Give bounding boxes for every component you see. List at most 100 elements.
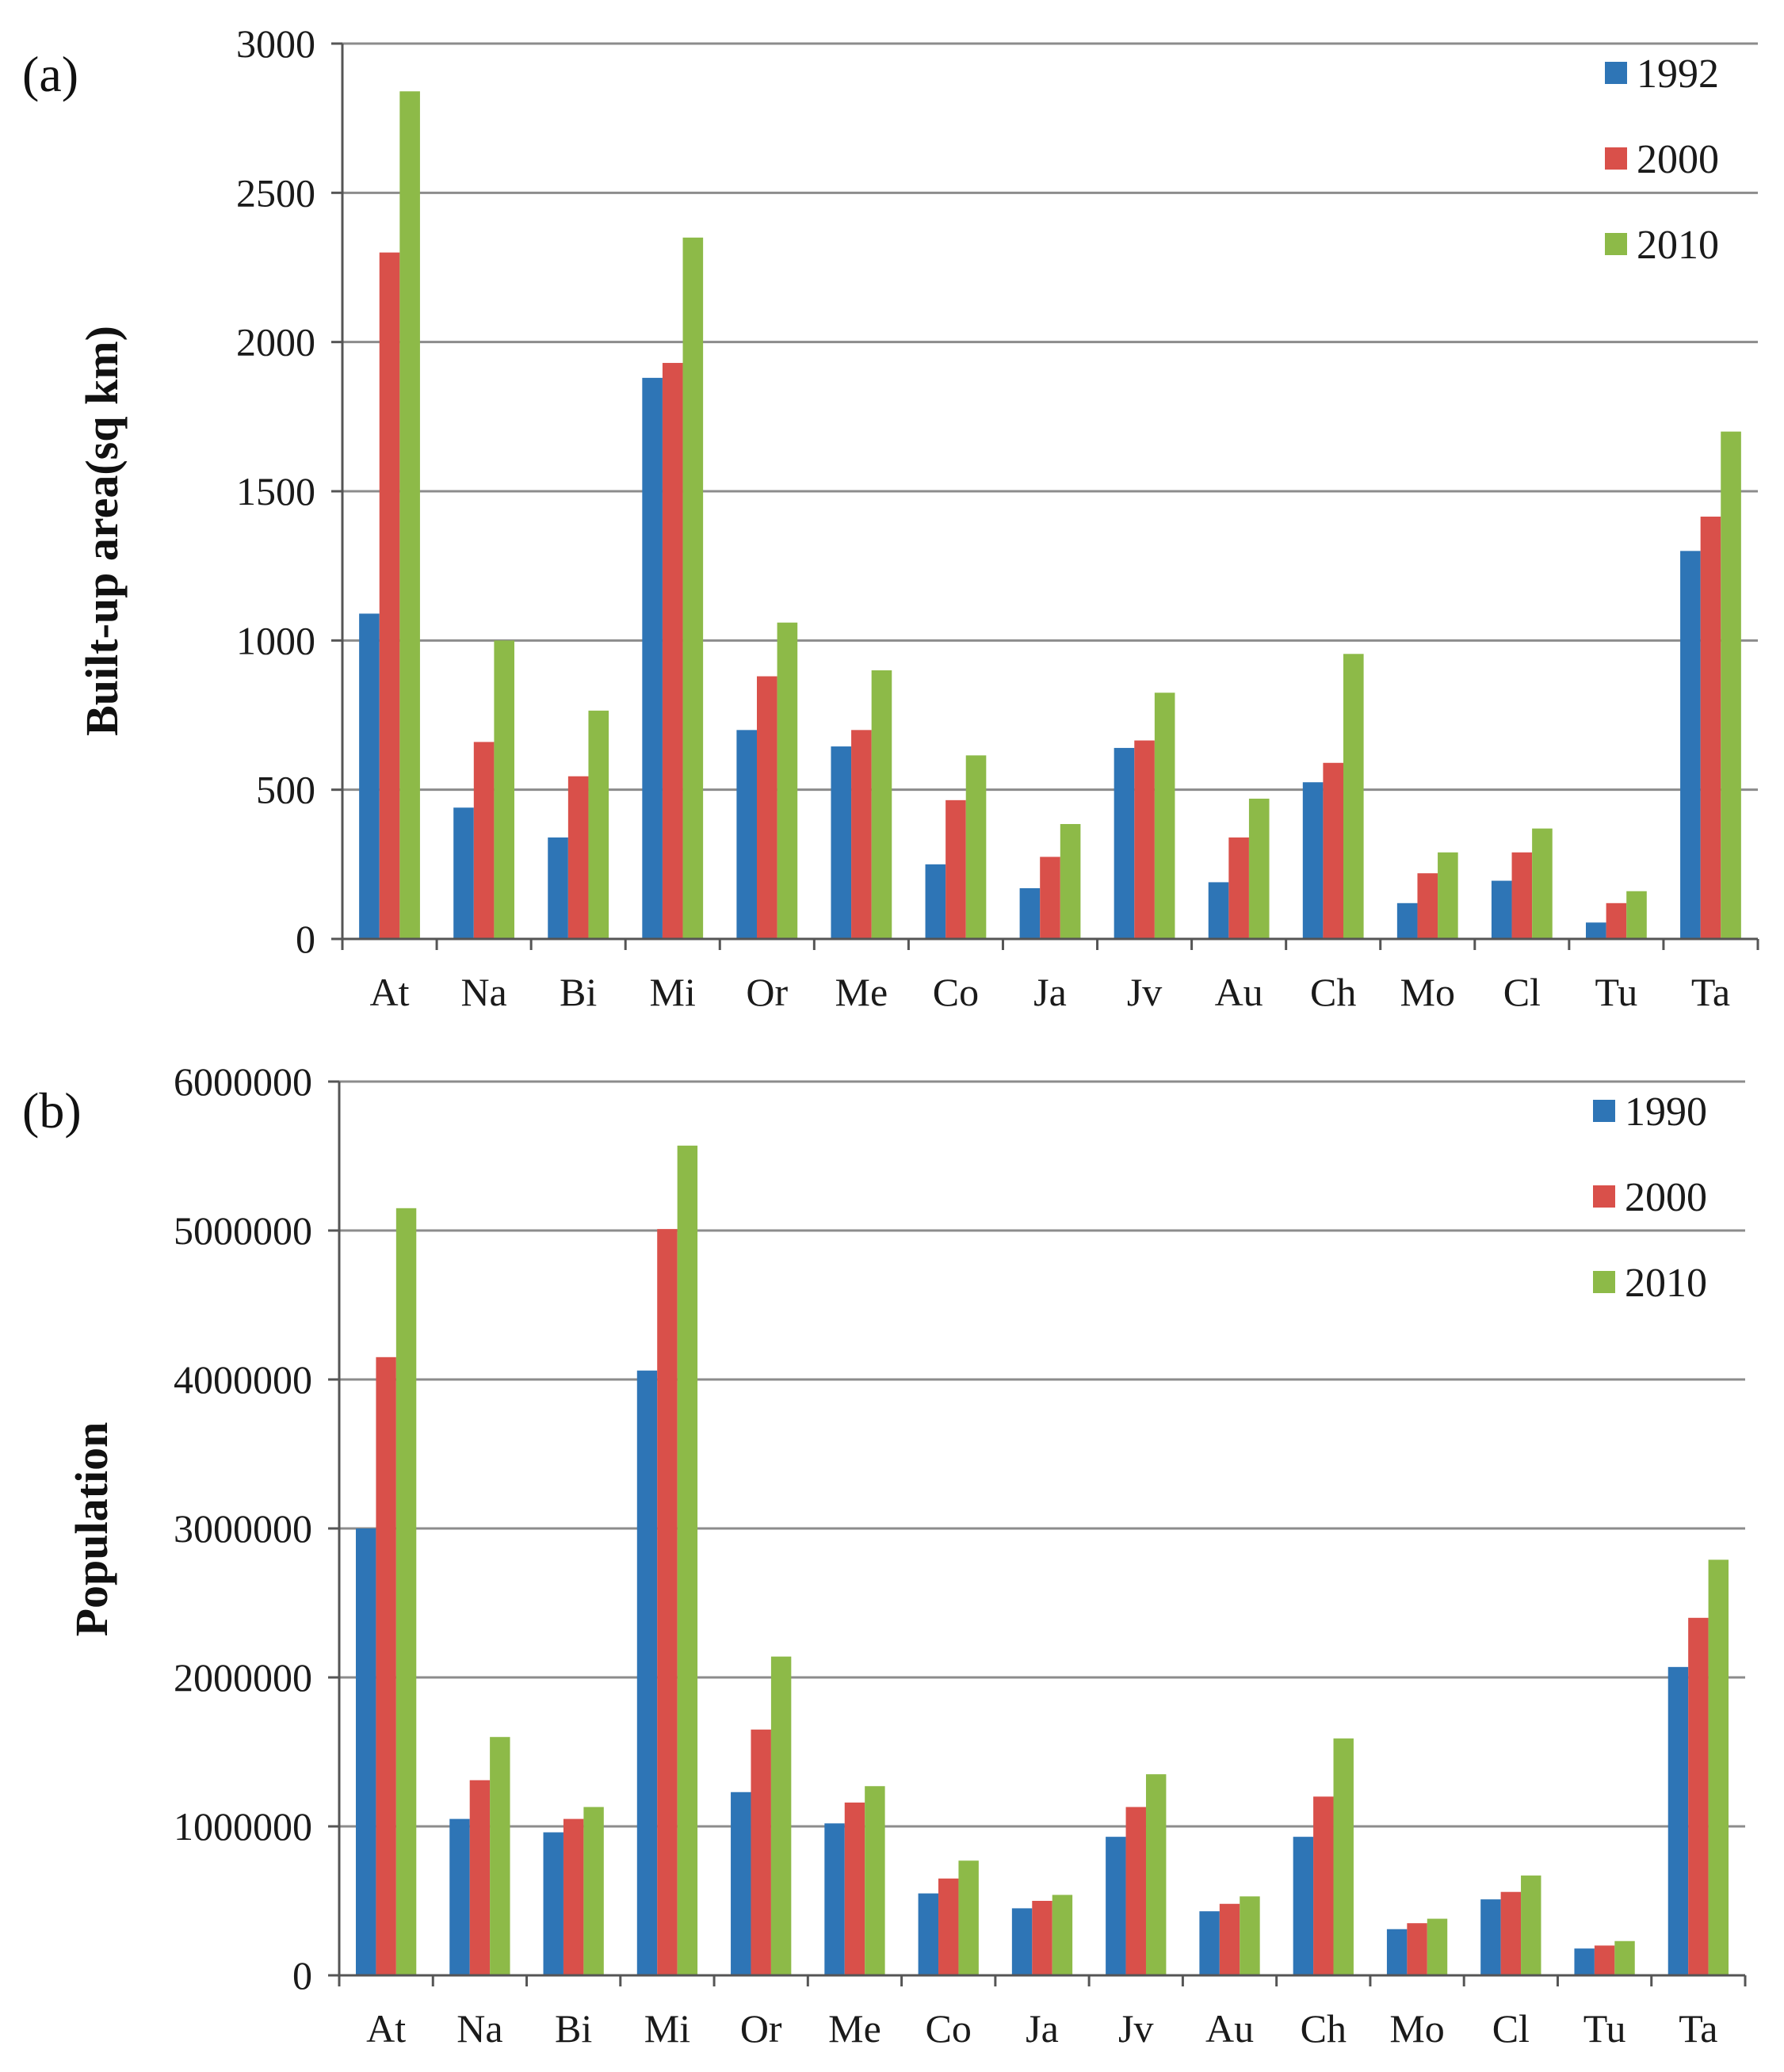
legend-swatch-2000 — [1605, 147, 1627, 170]
x-tick-label: Na — [460, 970, 506, 1014]
y-tick-label: 3000000 — [174, 1506, 312, 1551]
legend-swatch-1992 — [1605, 62, 1627, 84]
bar-Mo-2010 — [1438, 852, 1458, 939]
bar-Bi-1990 — [543, 1832, 563, 1975]
bar-Na-2010 — [494, 640, 514, 939]
bar-Co-1990 — [918, 1893, 939, 1975]
x-tick-label: Tu — [1583, 2006, 1626, 2051]
x-tick-label: Cl — [1492, 2006, 1530, 2051]
bar-Ch-1992 — [1302, 782, 1324, 939]
y-tick-label: 0 — [292, 1953, 312, 1998]
bar-Jv-2010 — [1145, 1774, 1167, 1975]
bar-Or-1992 — [736, 730, 758, 939]
x-tick-label: Au — [1205, 2006, 1254, 2051]
bar-Na-2010 — [490, 1737, 510, 1975]
bar-Bi-2000 — [563, 1818, 584, 1975]
x-tick-label: Me — [835, 970, 888, 1014]
bar-Mi-2010 — [682, 237, 704, 939]
bar-Mo-2000 — [1407, 1923, 1427, 1975]
bar-At-2000 — [376, 1357, 396, 1975]
bar-Cl-2000 — [1500, 1891, 1522, 1975]
bar-Co-1992 — [925, 864, 946, 939]
bar-Au-2010 — [1248, 798, 1270, 939]
bar-Tu-1992 — [1586, 922, 1606, 939]
x-tick-label: Mi — [644, 2006, 690, 2051]
y-tick-label: 3000 — [236, 21, 315, 66]
x-tick-label: Ja — [1033, 970, 1067, 1014]
bar-Tu-2000 — [1594, 1945, 1615, 1975]
y-tick-label: 4000000 — [174, 1357, 312, 1402]
x-tick-label: Bi — [560, 970, 597, 1014]
bar-Mi-1990 — [636, 1370, 658, 1975]
x-tick-label: Na — [457, 2006, 502, 2051]
x-tick-label: Or — [746, 970, 788, 1014]
bar-At-2000 — [379, 252, 400, 940]
x-tick-label: Tu — [1595, 970, 1638, 1014]
bar-Cl-2010 — [1521, 1875, 1541, 1975]
panel-label: (a) — [22, 46, 78, 102]
panel-label: (b) — [22, 1082, 82, 1139]
bar-Au-2000 — [1219, 1903, 1240, 1975]
bar-Au-1992 — [1208, 882, 1229, 939]
bar-Ta-1992 — [1680, 551, 1701, 939]
x-tick-label: Au — [1215, 970, 1263, 1014]
x-tick-label: Jv — [1127, 970, 1162, 1014]
y-tick-label: 6000000 — [174, 1059, 312, 1104]
bar-Na-2000 — [473, 742, 495, 939]
bar-At-1990 — [355, 1528, 376, 1975]
bar-Ch-2000 — [1313, 1796, 1334, 1975]
bar-Co-2010 — [965, 755, 987, 939]
legend-label-1992: 1992 — [1637, 52, 1719, 97]
bar-Mo-2010 — [1427, 1918, 1448, 1975]
y-axis-title: Built-up area(sq km) — [76, 326, 128, 736]
y-tick-label: 1000000 — [174, 1804, 312, 1849]
bar-At-2010 — [399, 91, 420, 939]
bar-At-1992 — [359, 613, 380, 939]
bar-Au-2010 — [1240, 1896, 1260, 1975]
bar-Me-1992 — [831, 746, 852, 939]
bar-Mo-2000 — [1417, 873, 1438, 939]
bar-Mo-1990 — [1386, 1929, 1408, 1975]
x-tick-label: Mo — [1389, 2006, 1444, 2051]
legend-label-2010: 2010 — [1637, 223, 1719, 268]
bar-Bi-1992 — [548, 837, 568, 939]
chart-panel-a: 0 500 1000 1500 2000 2500 3000 At Na Bi Mi Or Me Co Ja… — [22, 21, 1759, 1014]
bar-Co-2000 — [938, 1878, 959, 1975]
bar-Me-2010 — [865, 1786, 885, 1975]
bar-Tu-2000 — [1606, 902, 1627, 939]
bar-Bi-2010 — [588, 710, 609, 939]
bar-Me-2000 — [844, 1802, 865, 1975]
bar-Ja-2010 — [1060, 823, 1081, 939]
bar-Ta-2010 — [1721, 431, 1741, 939]
bar-Ch-1990 — [1293, 1837, 1314, 1975]
bar-Bi-2010 — [583, 1807, 604, 1975]
legend-swatch-2000 — [1593, 1185, 1615, 1208]
bar-Ta-1990 — [1667, 1666, 1689, 1975]
y-tick-label: 0 — [296, 917, 315, 961]
x-tick-label: Ta — [1679, 2006, 1717, 2051]
bar-Mi-1992 — [642, 377, 663, 939]
bar-Mi-2000 — [662, 363, 683, 939]
bar-Cl-2000 — [1511, 852, 1533, 939]
bar-Ta-2000 — [1700, 517, 1721, 939]
chart-panel-b: 0 1000000 2000000 3000000 4000000 5000000 6000… — [22, 1059, 1747, 2051]
bar-Jv-2000 — [1125, 1807, 1146, 1975]
bar-At-2010 — [395, 1208, 417, 1975]
x-tick-label: At — [370, 970, 410, 1014]
bar-Jv-2010 — [1154, 693, 1175, 939]
legend-label-1990: 1990 — [1625, 1089, 1707, 1135]
x-tick-label: Jv — [1118, 2006, 1153, 2051]
bar-Au-1990 — [1199, 1911, 1220, 1975]
bar-Ja-2000 — [1040, 857, 1060, 939]
x-tick-label: Mo — [1400, 970, 1455, 1014]
legend: 1990 2000 2010 — [1593, 1089, 1707, 1306]
bar-Or-2010 — [777, 622, 798, 939]
bar-Na-1990 — [449, 1818, 470, 1975]
y-tick-label: 5000000 — [174, 1208, 312, 1253]
bar-Ta-2010 — [1708, 1559, 1729, 1975]
bar-Co-2000 — [945, 799, 966, 939]
x-tick-label: Ch — [1310, 970, 1356, 1014]
bar-Ja-2010 — [1052, 1895, 1073, 1975]
legend-label-2010: 2010 — [1625, 1261, 1707, 1306]
